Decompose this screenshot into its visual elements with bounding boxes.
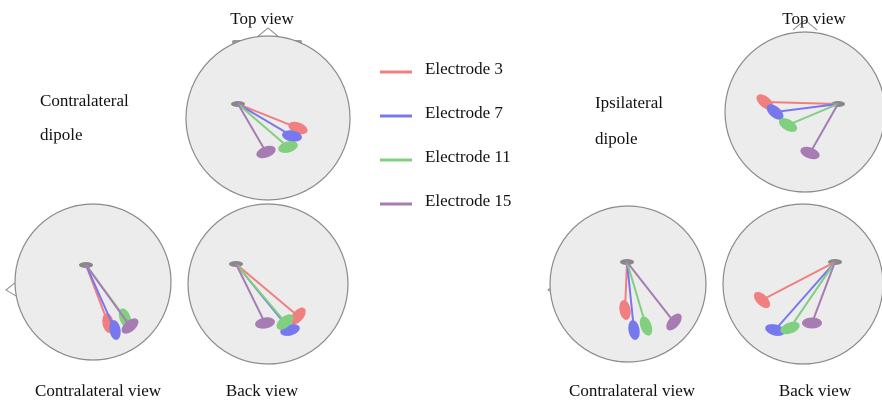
dipole-label: Ipsilateral bbox=[595, 93, 663, 112]
head-back bbox=[188, 204, 348, 364]
legend-label: Electrode 11 bbox=[425, 147, 511, 166]
view-label: Back view bbox=[779, 381, 852, 400]
dipole-label: dipole bbox=[595, 129, 638, 148]
figure: Top view Contralateral dipole Contralate… bbox=[0, 0, 882, 405]
view-label: Back view bbox=[226, 381, 299, 400]
head-back bbox=[723, 204, 882, 364]
legend-label: Electrode 15 bbox=[425, 191, 511, 210]
head-top bbox=[186, 36, 350, 200]
view-label: Top view bbox=[782, 9, 846, 28]
head-side bbox=[550, 206, 706, 362]
head-top bbox=[725, 32, 882, 192]
legend-label: Electrode 7 bbox=[425, 103, 503, 122]
legend-label: Electrode 3 bbox=[425, 59, 503, 78]
dipole-label: Contralateral bbox=[40, 91, 129, 110]
view-label: Contralateral view bbox=[35, 381, 162, 400]
dipole-label: dipole bbox=[40, 125, 83, 144]
view-label: Contralateral view bbox=[569, 381, 696, 400]
dipole-end bbox=[802, 318, 822, 329]
view-label: Top view bbox=[230, 9, 294, 28]
